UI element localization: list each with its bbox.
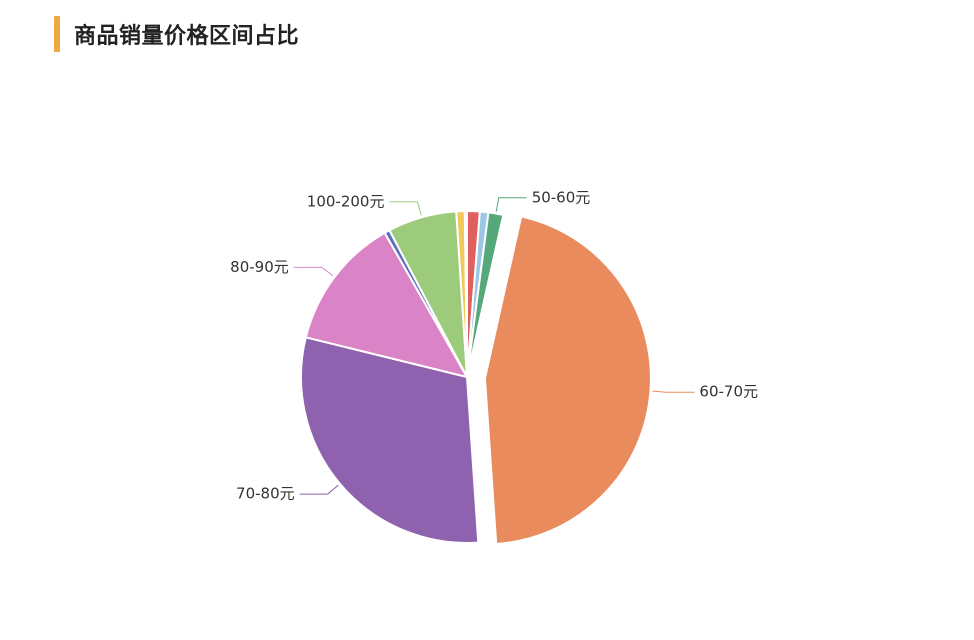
label-leader-line bbox=[389, 201, 422, 216]
pie-slice[interactable] bbox=[300, 336, 480, 544]
pie-slice[interactable] bbox=[463, 210, 468, 378]
slice-label: 60-70元 bbox=[699, 383, 758, 401]
slice-label: 70-80元 bbox=[236, 485, 295, 503]
pie-slice[interactable] bbox=[304, 231, 468, 378]
slice-label: 80-90元 bbox=[230, 258, 289, 276]
label-leader-line bbox=[652, 390, 695, 393]
label-leader-line bbox=[299, 484, 339, 495]
pie-slices bbox=[300, 210, 652, 545]
slice-label: 100-200元 bbox=[307, 192, 385, 210]
pie-slice[interactable] bbox=[466, 211, 505, 378]
chart-header: 商品销量价格区间占比 bbox=[54, 16, 299, 52]
title-accent-bar bbox=[54, 16, 60, 52]
chart-title: 商品销量价格区间占比 bbox=[74, 24, 300, 49]
label-leader-line bbox=[495, 197, 527, 212]
slice-label: 50-60元 bbox=[532, 188, 591, 206]
pie-slice[interactable] bbox=[483, 215, 652, 545]
pie-labels: 50-60元 60-70元 70-80元 80-90元 100-200元 bbox=[230, 188, 758, 502]
label-leader-line bbox=[293, 266, 334, 277]
